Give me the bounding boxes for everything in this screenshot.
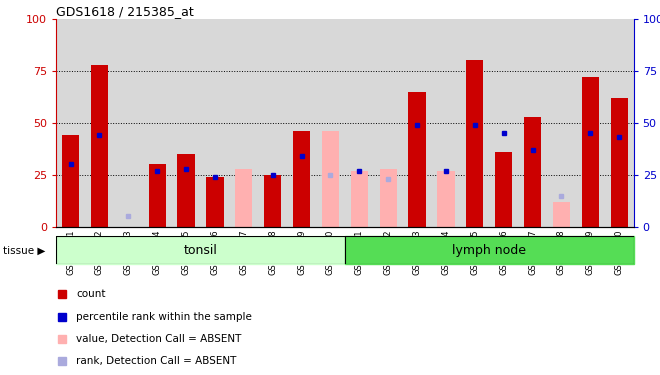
Bar bbox=[264, 175, 281, 227]
Bar bbox=[437, 171, 455, 227]
Bar bbox=[230, 19, 258, 227]
Bar bbox=[178, 154, 195, 227]
Bar bbox=[258, 19, 287, 227]
Bar bbox=[350, 171, 368, 227]
Bar bbox=[316, 19, 345, 227]
Bar bbox=[495, 152, 512, 227]
Bar bbox=[293, 131, 310, 227]
Bar bbox=[553, 202, 570, 227]
Bar bbox=[148, 164, 166, 227]
Text: percentile rank within the sample: percentile rank within the sample bbox=[77, 312, 252, 322]
Text: lymph node: lymph node bbox=[452, 244, 526, 257]
Bar bbox=[374, 19, 403, 227]
Bar bbox=[489, 19, 518, 227]
Bar bbox=[581, 77, 599, 227]
Bar bbox=[172, 19, 201, 227]
Bar bbox=[379, 169, 397, 227]
Text: tissue ▶: tissue ▶ bbox=[3, 245, 46, 255]
Bar bbox=[206, 177, 224, 227]
Bar bbox=[91, 64, 108, 227]
Bar bbox=[409, 92, 426, 227]
Text: value, Detection Call = ABSENT: value, Detection Call = ABSENT bbox=[77, 334, 242, 344]
Bar bbox=[345, 236, 634, 264]
Bar bbox=[114, 19, 143, 227]
Bar bbox=[56, 236, 345, 264]
Text: tonsil: tonsil bbox=[183, 244, 217, 257]
Bar bbox=[201, 19, 230, 227]
Bar bbox=[85, 19, 114, 227]
Bar bbox=[518, 19, 547, 227]
Bar bbox=[466, 60, 483, 227]
Bar bbox=[605, 19, 634, 227]
Bar bbox=[547, 19, 576, 227]
Bar bbox=[524, 117, 541, 227]
Bar bbox=[143, 19, 172, 227]
Text: GDS1618 / 215385_at: GDS1618 / 215385_at bbox=[56, 4, 194, 18]
Bar bbox=[287, 19, 316, 227]
Text: rank, Detection Call = ABSENT: rank, Detection Call = ABSENT bbox=[77, 357, 237, 366]
Bar bbox=[461, 19, 489, 227]
Text: count: count bbox=[77, 289, 106, 299]
Bar bbox=[56, 19, 85, 227]
Bar bbox=[322, 131, 339, 227]
Bar bbox=[345, 19, 374, 227]
Bar bbox=[403, 19, 432, 227]
Bar bbox=[432, 19, 461, 227]
Bar bbox=[610, 98, 628, 227]
Bar bbox=[235, 169, 252, 227]
Bar bbox=[576, 19, 605, 227]
Bar bbox=[62, 135, 79, 227]
